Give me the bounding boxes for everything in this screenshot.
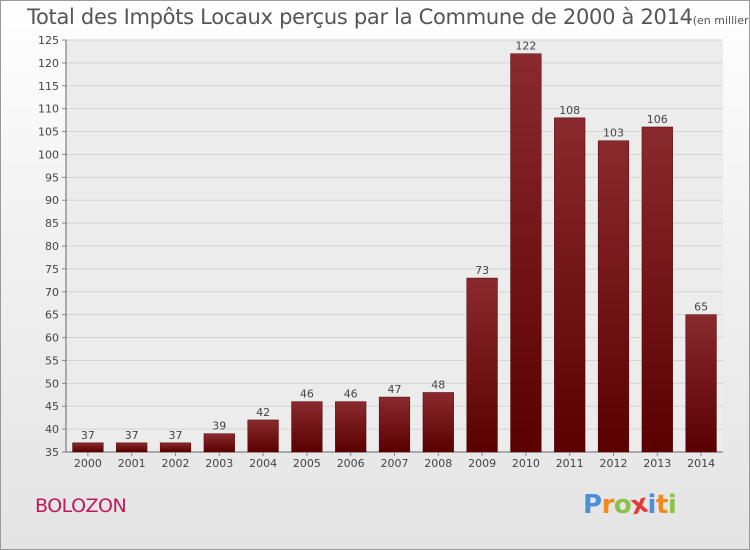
bar <box>685 314 717 453</box>
y-tick-label: 100 <box>38 148 59 161</box>
bar <box>422 392 454 453</box>
title-unit: (en milliers d'€) <box>692 14 749 27</box>
data-label: 108 <box>559 104 580 117</box>
y-tick-label: 50 <box>45 377 59 390</box>
logo-letter: t <box>655 490 668 520</box>
bar <box>378 396 411 453</box>
y-tick-label: 40 <box>45 423 59 436</box>
bar <box>597 140 630 453</box>
data-label: 65 <box>694 301 708 314</box>
y-tick-label: 80 <box>45 240 59 253</box>
data-label: 122 <box>515 40 536 53</box>
logo-letter: i <box>667 490 677 520</box>
y-tick-label: 65 <box>45 309 59 322</box>
y-tick-label: 120 <box>38 57 59 70</box>
y-tick-label: 90 <box>45 194 59 207</box>
x-tick-label: 2005 <box>293 457 321 470</box>
data-label: 46 <box>344 388 358 401</box>
x-tick-label: 2003 <box>205 457 233 470</box>
x-tick-label: 2013 <box>643 457 671 470</box>
bar <box>291 401 323 453</box>
bar <box>116 442 148 453</box>
logo-letter: i <box>647 490 657 520</box>
x-tick-label: 2012 <box>600 457 628 470</box>
x-tick-label: 2010 <box>512 457 540 470</box>
x-tick-label: 2001 <box>118 457 146 470</box>
logo-letter: o <box>613 490 632 520</box>
data-label: 42 <box>256 406 270 419</box>
bar <box>510 53 542 453</box>
bar <box>159 442 192 453</box>
bar <box>247 419 279 453</box>
y-tick-label: 60 <box>45 332 59 345</box>
y-tick-label: 125 <box>38 34 59 47</box>
bar <box>335 401 367 453</box>
title-main: Total des Impôts Locaux perçus par la Co… <box>27 5 693 29</box>
y-tick-label: 105 <box>38 126 59 139</box>
chart-title: Total des Impôts Locaux perçus par la Co… <box>27 5 749 29</box>
x-tick-label: 2008 <box>424 457 452 470</box>
x-tick-label: 2002 <box>162 457 190 470</box>
data-label: 37 <box>169 429 183 442</box>
x-tick-label: 2000 <box>74 457 102 470</box>
proxiti-logo: Proxiti <box>583 489 677 522</box>
y-tick-label: 45 <box>45 400 59 413</box>
y-tick-label: 35 <box>45 446 59 459</box>
y-tick-label: 85 <box>45 217 59 230</box>
commune-name: BOLOZON <box>35 495 127 517</box>
data-label: 47 <box>388 383 402 396</box>
logo-letter: r <box>601 490 615 520</box>
y-tick-label: 70 <box>45 286 59 299</box>
data-label: 37 <box>125 429 139 442</box>
bar <box>203 433 235 453</box>
logo-letter: P <box>583 490 602 520</box>
data-label: 73 <box>475 264 489 277</box>
x-tick-label: 2014 <box>687 457 715 470</box>
y-tick-label: 55 <box>45 354 59 367</box>
data-label: 46 <box>300 388 314 401</box>
x-tick-label: 2006 <box>337 457 365 470</box>
x-tick-label: 2009 <box>468 457 496 470</box>
x-tick-label: 2011 <box>556 457 584 470</box>
y-tick-label: 115 <box>38 80 59 93</box>
y-tick-label: 75 <box>45 263 59 276</box>
y-tick-label: 110 <box>38 103 59 116</box>
data-label: 106 <box>647 113 668 126</box>
y-tick-label: 95 <box>45 171 59 184</box>
data-label: 37 <box>81 429 95 442</box>
x-tick-label: 2004 <box>249 457 277 470</box>
bar <box>466 277 498 453</box>
data-label: 39 <box>212 420 226 433</box>
bar <box>554 117 586 453</box>
bar <box>72 442 104 453</box>
bar <box>641 126 673 453</box>
x-tick-label: 2007 <box>381 457 409 470</box>
data-label: 103 <box>603 127 624 140</box>
data-label: 48 <box>431 378 445 391</box>
